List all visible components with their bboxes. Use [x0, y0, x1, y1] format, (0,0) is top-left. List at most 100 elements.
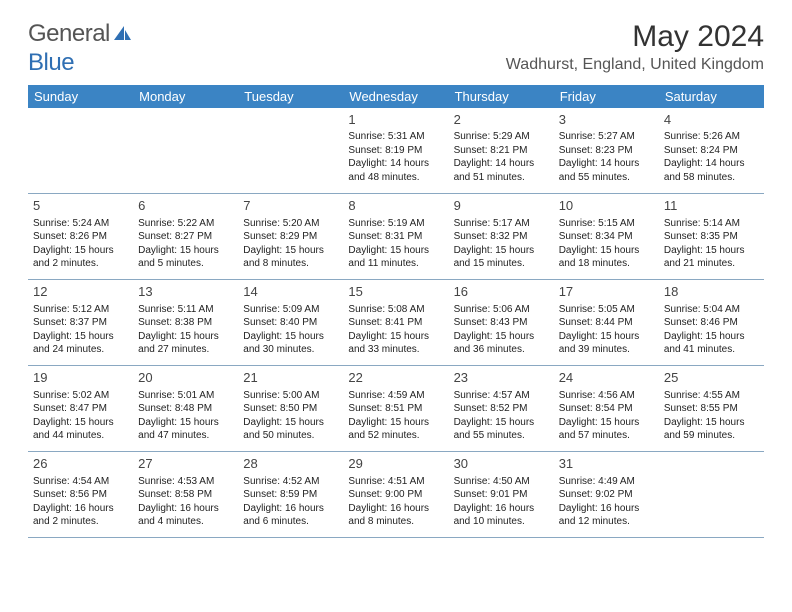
calendar-day: 26Sunrise: 4:54 AMSunset: 8:56 PMDayligh…: [28, 452, 133, 538]
logo-word-1: General: [28, 20, 110, 47]
calendar-day: 21Sunrise: 5:00 AMSunset: 8:50 PMDayligh…: [238, 366, 343, 452]
daylight-line: Daylight: 15 hours and 24 minutes.: [33, 330, 128, 357]
sunset-line: Sunset: 8:52 PM: [454, 402, 549, 416]
daylight-line: Daylight: 15 hours and 36 minutes.: [454, 330, 549, 357]
sunset-line: Sunset: 8:48 PM: [138, 402, 233, 416]
daylight-line: Daylight: 14 hours and 58 minutes.: [664, 157, 759, 184]
calendar-week: 5Sunrise: 5:24 AMSunset: 8:26 PMDaylight…: [28, 194, 764, 280]
sunset-line: Sunset: 8:51 PM: [348, 402, 443, 416]
calendar-day: 17Sunrise: 5:05 AMSunset: 8:44 PMDayligh…: [554, 280, 659, 366]
day-number: 7: [243, 197, 338, 215]
calendar-day: 1Sunrise: 5:31 AMSunset: 8:19 PMDaylight…: [343, 108, 448, 194]
calendar-week: 12Sunrise: 5:12 AMSunset: 8:37 PMDayligh…: [28, 280, 764, 366]
sunset-line: Sunset: 8:44 PM: [559, 316, 654, 330]
month-title: May 2024: [506, 20, 764, 54]
sunrise-line: Sunrise: 4:53 AM: [138, 475, 233, 489]
calendar-day: 13Sunrise: 5:11 AMSunset: 8:38 PMDayligh…: [133, 280, 238, 366]
sunrise-line: Sunrise: 5:08 AM: [348, 303, 443, 317]
calendar-day: 28Sunrise: 4:52 AMSunset: 8:59 PMDayligh…: [238, 452, 343, 538]
sunset-line: Sunset: 8:27 PM: [138, 230, 233, 244]
day-number: 19: [33, 369, 128, 387]
sunrise-line: Sunrise: 5:26 AM: [664, 130, 759, 144]
calendar-day: 8Sunrise: 5:19 AMSunset: 8:31 PMDaylight…: [343, 194, 448, 280]
daylight-line: Daylight: 15 hours and 15 minutes.: [454, 244, 549, 271]
sunset-line: Sunset: 8:54 PM: [559, 402, 654, 416]
day-header: Sunday: [28, 85, 133, 108]
calendar-day-empty: [28, 108, 133, 194]
sunrise-line: Sunrise: 5:24 AM: [33, 217, 128, 231]
calendar-day: 11 Sunrise: 5:14 AMSunset: 8:35 PMDayligh…: [659, 194, 764, 280]
sunrise-line: Sunrise: 5:29 AM: [454, 130, 549, 144]
day-header: Tuesday: [238, 85, 343, 108]
calendar-day-empty: [659, 452, 764, 538]
day-number: 5: [33, 197, 128, 215]
day-number: 11: [664, 197, 759, 215]
day-number: 2: [454, 111, 549, 129]
calendar-week: 19Sunrise: 5:02 AMSunset: 8:47 PMDayligh…: [28, 366, 764, 452]
calendar-day: 30Sunrise: 4:50 AMSunset: 9:01 PMDayligh…: [449, 452, 554, 538]
day-number: 21: [243, 369, 338, 387]
sunrise-line: Sunrise: 5:22 AM: [138, 217, 233, 231]
daylight-line: Daylight: 15 hours and 5 minutes.: [138, 244, 233, 271]
daylight-line: Daylight: 15 hours and 21 minutes.: [664, 244, 759, 271]
sunrise-line: Sunrise: 5:14 AM: [664, 217, 759, 231]
sunrise-line: Sunrise: 5:02 AM: [33, 389, 128, 403]
location-subtitle: Wadhurst, England, United Kingdom: [506, 56, 764, 74]
sunset-line: Sunset: 8:40 PM: [243, 316, 338, 330]
daylight-line: Daylight: 15 hours and 52 minutes.: [348, 416, 443, 443]
daylight-line: Daylight: 15 hours and 44 minutes.: [33, 416, 128, 443]
calendar-day: 27Sunrise: 4:53 AMSunset: 8:58 PMDayligh…: [133, 452, 238, 538]
day-number: 17: [559, 283, 654, 301]
sunrise-line: Sunrise: 5:06 AM: [454, 303, 549, 317]
sunrise-line: Sunrise: 4:55 AM: [664, 389, 759, 403]
calendar-day: 25Sunrise: 4:55 AMSunset: 8:55 PMDayligh…: [659, 366, 764, 452]
daylight-line: Daylight: 16 hours and 10 minutes.: [454, 502, 549, 529]
daylight-line: Daylight: 15 hours and 2 minutes.: [33, 244, 128, 271]
sunrise-line: Sunrise: 5:01 AM: [138, 389, 233, 403]
calendar-day: 15Sunrise: 5:08 AMSunset: 8:41 PMDayligh…: [343, 280, 448, 366]
sunset-line: Sunset: 8:23 PM: [559, 144, 654, 158]
sunrise-line: Sunrise: 5:19 AM: [348, 217, 443, 231]
logo: GeneralBlue: [28, 20, 132, 77]
calendar-day: 5Sunrise: 5:24 AMSunset: 8:26 PMDaylight…: [28, 194, 133, 280]
sunset-line: Sunset: 8:46 PM: [664, 316, 759, 330]
sunrise-line: Sunrise: 4:57 AM: [454, 389, 549, 403]
sunrise-line: Sunrise: 4:54 AM: [33, 475, 128, 489]
day-number: 10: [559, 197, 654, 215]
day-number: 28: [243, 455, 338, 473]
sunset-line: Sunset: 8:35 PM: [664, 230, 759, 244]
daylight-line: Daylight: 15 hours and 11 minutes.: [348, 244, 443, 271]
calendar-day: 29Sunrise: 4:51 AMSunset: 9:00 PMDayligh…: [343, 452, 448, 538]
daylight-line: Daylight: 15 hours and 41 minutes.: [664, 330, 759, 357]
sunrise-line: Sunrise: 5:09 AM: [243, 303, 338, 317]
daylight-line: Daylight: 16 hours and 8 minutes.: [348, 502, 443, 529]
sunrise-line: Sunrise: 5:12 AM: [33, 303, 128, 317]
sunrise-line: Sunrise: 4:49 AM: [559, 475, 654, 489]
day-number: 13: [138, 283, 233, 301]
sunset-line: Sunset: 8:34 PM: [559, 230, 654, 244]
day-number: 25: [664, 369, 759, 387]
sunrise-line: Sunrise: 5:17 AM: [454, 217, 549, 231]
sunset-line: Sunset: 8:38 PM: [138, 316, 233, 330]
sunset-line: Sunset: 8:37 PM: [33, 316, 128, 330]
calendar-week: 1Sunrise: 5:31 AMSunset: 8:19 PMDaylight…: [28, 108, 764, 194]
day-number: 4: [664, 111, 759, 129]
day-number: 14: [243, 283, 338, 301]
sunrise-line: Sunrise: 5:11 AM: [138, 303, 233, 317]
day-number: 9: [454, 197, 549, 215]
sunrise-line: Sunrise: 5:15 AM: [559, 217, 654, 231]
calendar-table: SundayMondayTuesdayWednesdayThursdayFrid…: [28, 85, 764, 539]
daylight-line: Daylight: 15 hours and 18 minutes.: [559, 244, 654, 271]
day-number: 31: [559, 455, 654, 473]
sunset-line: Sunset: 9:00 PM: [348, 488, 443, 502]
daylight-line: Daylight: 15 hours and 39 minutes.: [559, 330, 654, 357]
daylight-line: Daylight: 15 hours and 33 minutes.: [348, 330, 443, 357]
sunset-line: Sunset: 9:01 PM: [454, 488, 549, 502]
sunset-line: Sunset: 8:21 PM: [454, 144, 549, 158]
day-number: 20: [138, 369, 233, 387]
day-header: Wednesday: [343, 85, 448, 108]
calendar-day: 20Sunrise: 5:01 AMSunset: 8:48 PMDayligh…: [133, 366, 238, 452]
sunrise-line: Sunrise: 4:51 AM: [348, 475, 443, 489]
calendar-day-empty: [133, 108, 238, 194]
day-number: 12: [33, 283, 128, 301]
